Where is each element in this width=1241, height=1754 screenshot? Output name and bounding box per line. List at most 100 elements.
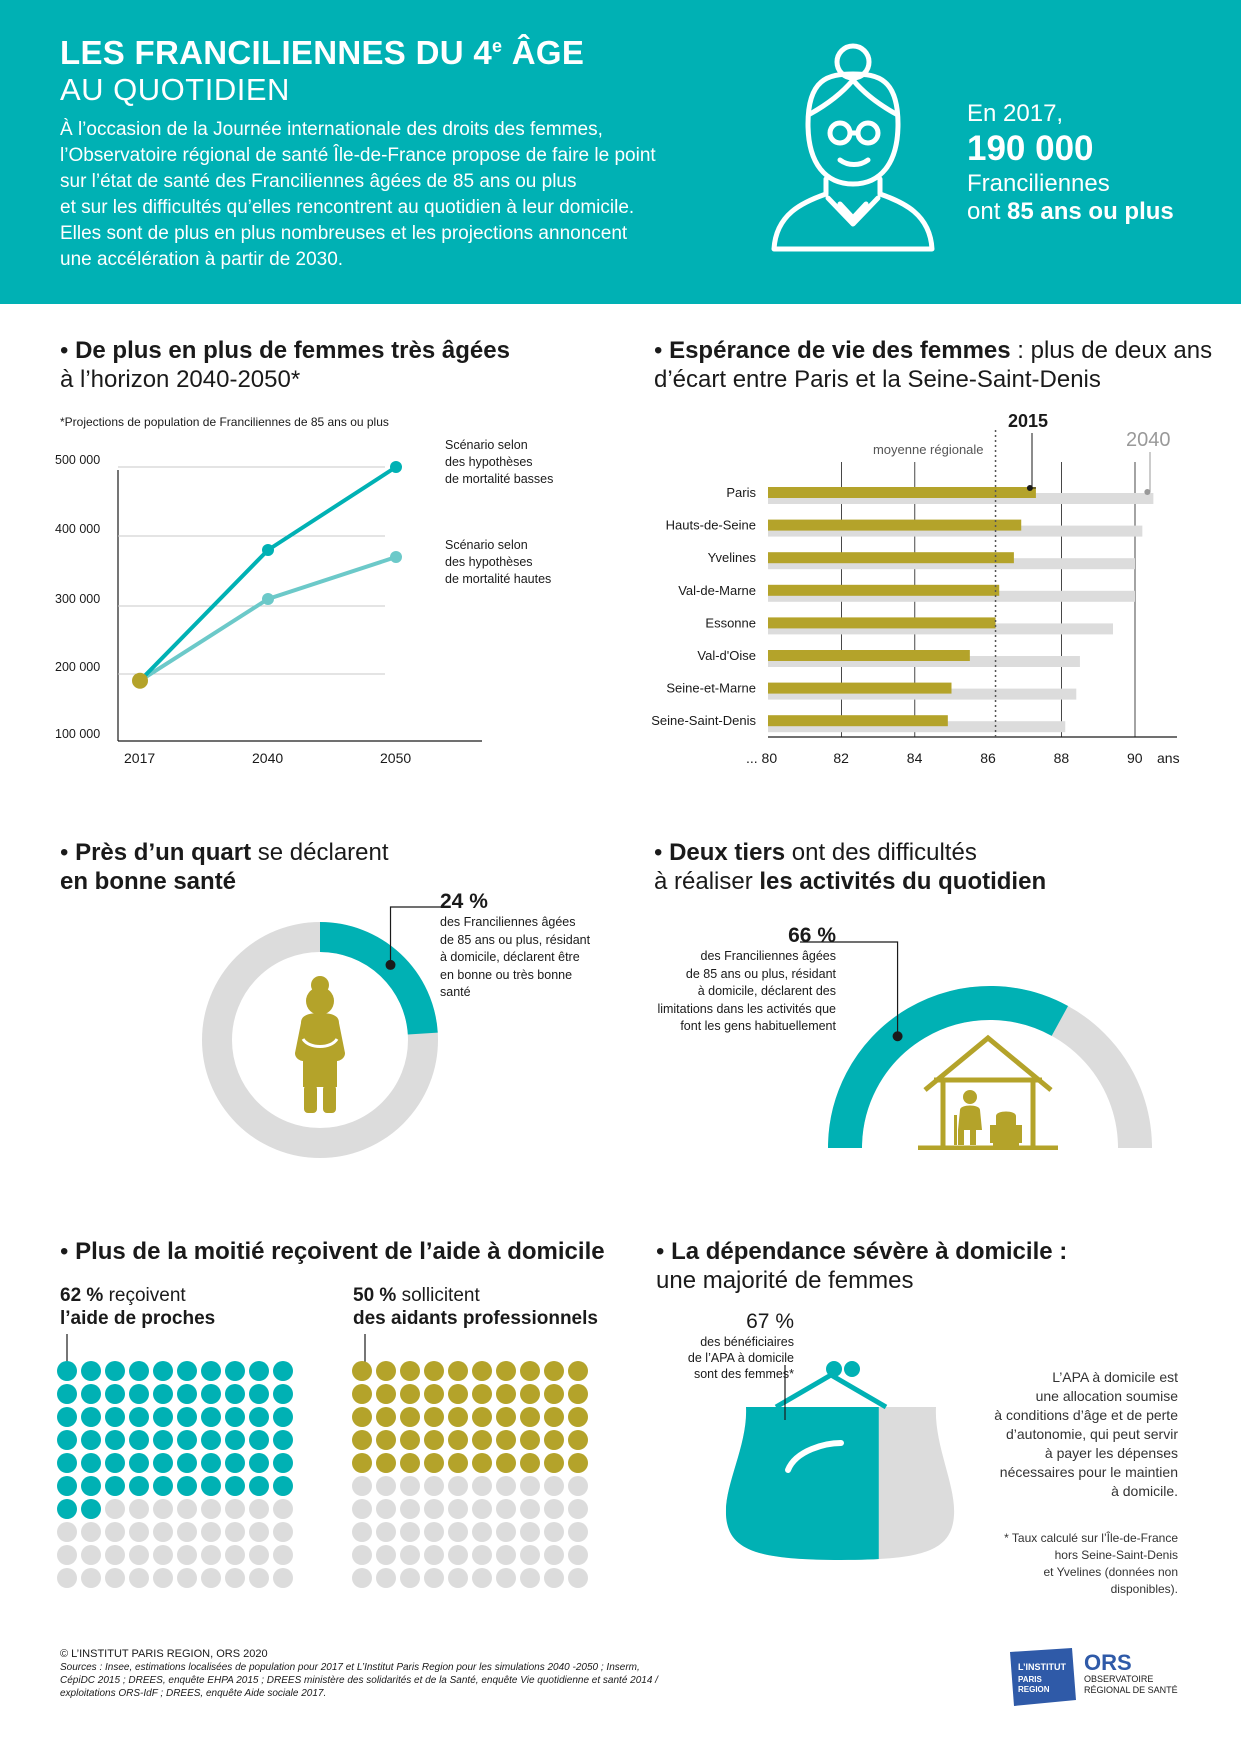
left-grid-leader <box>66 1334 68 1362</box>
category-label: Hauts-de-Seine <box>666 518 756 533</box>
category-label: Paris <box>726 485 756 500</box>
gauge-leader-line <box>800 941 899 1037</box>
grid-dot <box>376 1384 396 1404</box>
y-tick-label: 100 000 <box>55 727 100 741</box>
regional-average-label: moyenne régionale <box>873 442 984 457</box>
section1-note: *Projections de population de Francilien… <box>60 415 389 429</box>
grid-dot <box>496 1476 516 1496</box>
grid-dot <box>568 1430 588 1450</box>
bar-2040 <box>768 493 1154 504</box>
grid-dot <box>201 1476 221 1496</box>
bar-2040 <box>768 558 1135 570</box>
grid-dot <box>225 1407 245 1427</box>
house-elderly-icon <box>918 1034 1058 1150</box>
grid-dot <box>376 1430 396 1450</box>
grid-dot <box>520 1476 540 1496</box>
grid-dot <box>544 1499 564 1519</box>
gauge-value-arc <box>828 986 1069 1149</box>
category-label: Val-de-Marne <box>678 583 756 598</box>
grid-dot <box>448 1476 468 1496</box>
grid-dot <box>105 1568 125 1588</box>
grid-dot <box>57 1476 77 1496</box>
y-tick-label: 500 000 <box>55 453 100 467</box>
grid-dot <box>81 1522 101 1542</box>
grid-dot <box>544 1384 564 1404</box>
grid-dot <box>400 1384 420 1404</box>
grid-dot <box>520 1522 540 1542</box>
bar-2015 <box>768 487 1036 498</box>
grid-dot <box>105 1499 125 1519</box>
grid-dot <box>520 1407 540 1427</box>
grid-dot <box>153 1568 173 1588</box>
grid-dot <box>400 1407 420 1427</box>
grid-dot <box>81 1476 101 1496</box>
grid-dot <box>448 1453 468 1473</box>
grid-dot <box>57 1568 77 1588</box>
grid-dot <box>472 1568 492 1588</box>
section2-heading: • Espérance de vie des femmes : plus de … <box>654 337 1213 393</box>
grid-dot <box>472 1453 492 1473</box>
grid-dot <box>273 1430 293 1450</box>
grid-dot <box>201 1499 221 1519</box>
grid-dot <box>568 1361 588 1381</box>
grid-dot <box>225 1545 245 1565</box>
grid-dot <box>81 1384 101 1404</box>
grid-dot <box>105 1453 125 1473</box>
grid-dot <box>201 1361 221 1381</box>
grid-dot <box>448 1407 468 1427</box>
grid-dot <box>400 1545 420 1565</box>
grid-dot <box>129 1499 149 1519</box>
grid-dot <box>376 1453 396 1473</box>
grid-dot <box>352 1453 372 1473</box>
grid-dot <box>153 1361 173 1381</box>
institut-paris-region-logo: L’INSTITUT PARIS REGION <box>1010 1648 1076 1706</box>
section3-pct-label: 24 % des Franciliennes âgées de 85 ans ou… <box>440 890 591 999</box>
grid-dot <box>225 1384 245 1404</box>
grid-dot <box>129 1384 149 1404</box>
x-axis-unit: ans <box>1157 750 1180 766</box>
series-line <box>138 465 398 683</box>
section6-pct-label: 67 % des bénéficiaires de l’APA à domicil… <box>687 1310 794 1381</box>
grid-dot <box>201 1453 221 1473</box>
x-tick-label: 90 <box>1127 750 1143 766</box>
grid-dot <box>249 1499 269 1519</box>
grid-dot <box>352 1545 372 1565</box>
good-health-donut <box>202 906 443 1158</box>
grid-dot <box>177 1453 197 1473</box>
footer-copyright: © L’INSTITUT PARIS REGION, ORS 2020 <box>60 1648 268 1660</box>
bar-2040 <box>768 656 1080 667</box>
projection-line-chart: 100 000 200 000 300 000 400 000 500 000 2017 2… <box>55 453 482 766</box>
grid-dot <box>472 1476 492 1496</box>
grid-dot <box>472 1384 492 1404</box>
grid-dot <box>376 1568 396 1588</box>
page-title: LES FRANCILIENNES DU 4e ÂGE <box>60 34 585 71</box>
grid-dot <box>225 1361 245 1381</box>
grid-dot <box>400 1430 420 1450</box>
grid-dot <box>448 1568 468 1588</box>
section4-heading: • Deux tiers ont des difficultés à réali… <box>654 839 1047 895</box>
grid-dot <box>520 1568 540 1588</box>
header-banner: LES FRANCILIENNES DU 4e ÂGE AU QUOTIDIEN… <box>0 0 1241 304</box>
grid-dot <box>424 1361 444 1381</box>
grid-dot <box>177 1522 197 1542</box>
grid-dot <box>544 1545 564 1565</box>
grid-dot <box>225 1453 245 1473</box>
section1-heading: • De plus en plus de femmes très âgées à… <box>60 337 510 393</box>
grid-dot <box>201 1568 221 1588</box>
start-point <box>132 672 148 689</box>
grid-dot <box>544 1476 564 1496</box>
grid-dot <box>448 1361 468 1381</box>
professional-help-dot-grid <box>352 1361 590 1590</box>
grid-dot <box>376 1476 396 1496</box>
grid-dot <box>424 1568 444 1588</box>
grid-dot <box>376 1361 396 1381</box>
grid-dot <box>273 1522 293 1542</box>
grid-dot <box>129 1568 149 1588</box>
grid-dot <box>352 1430 372 1450</box>
elderly-person-chair-icon <box>954 1090 1022 1146</box>
grid-dot <box>520 1430 540 1450</box>
bar-2015 <box>768 519 1022 531</box>
grid-dot <box>129 1361 149 1381</box>
grid-dot <box>105 1407 125 1427</box>
grid-dot <box>568 1499 588 1519</box>
